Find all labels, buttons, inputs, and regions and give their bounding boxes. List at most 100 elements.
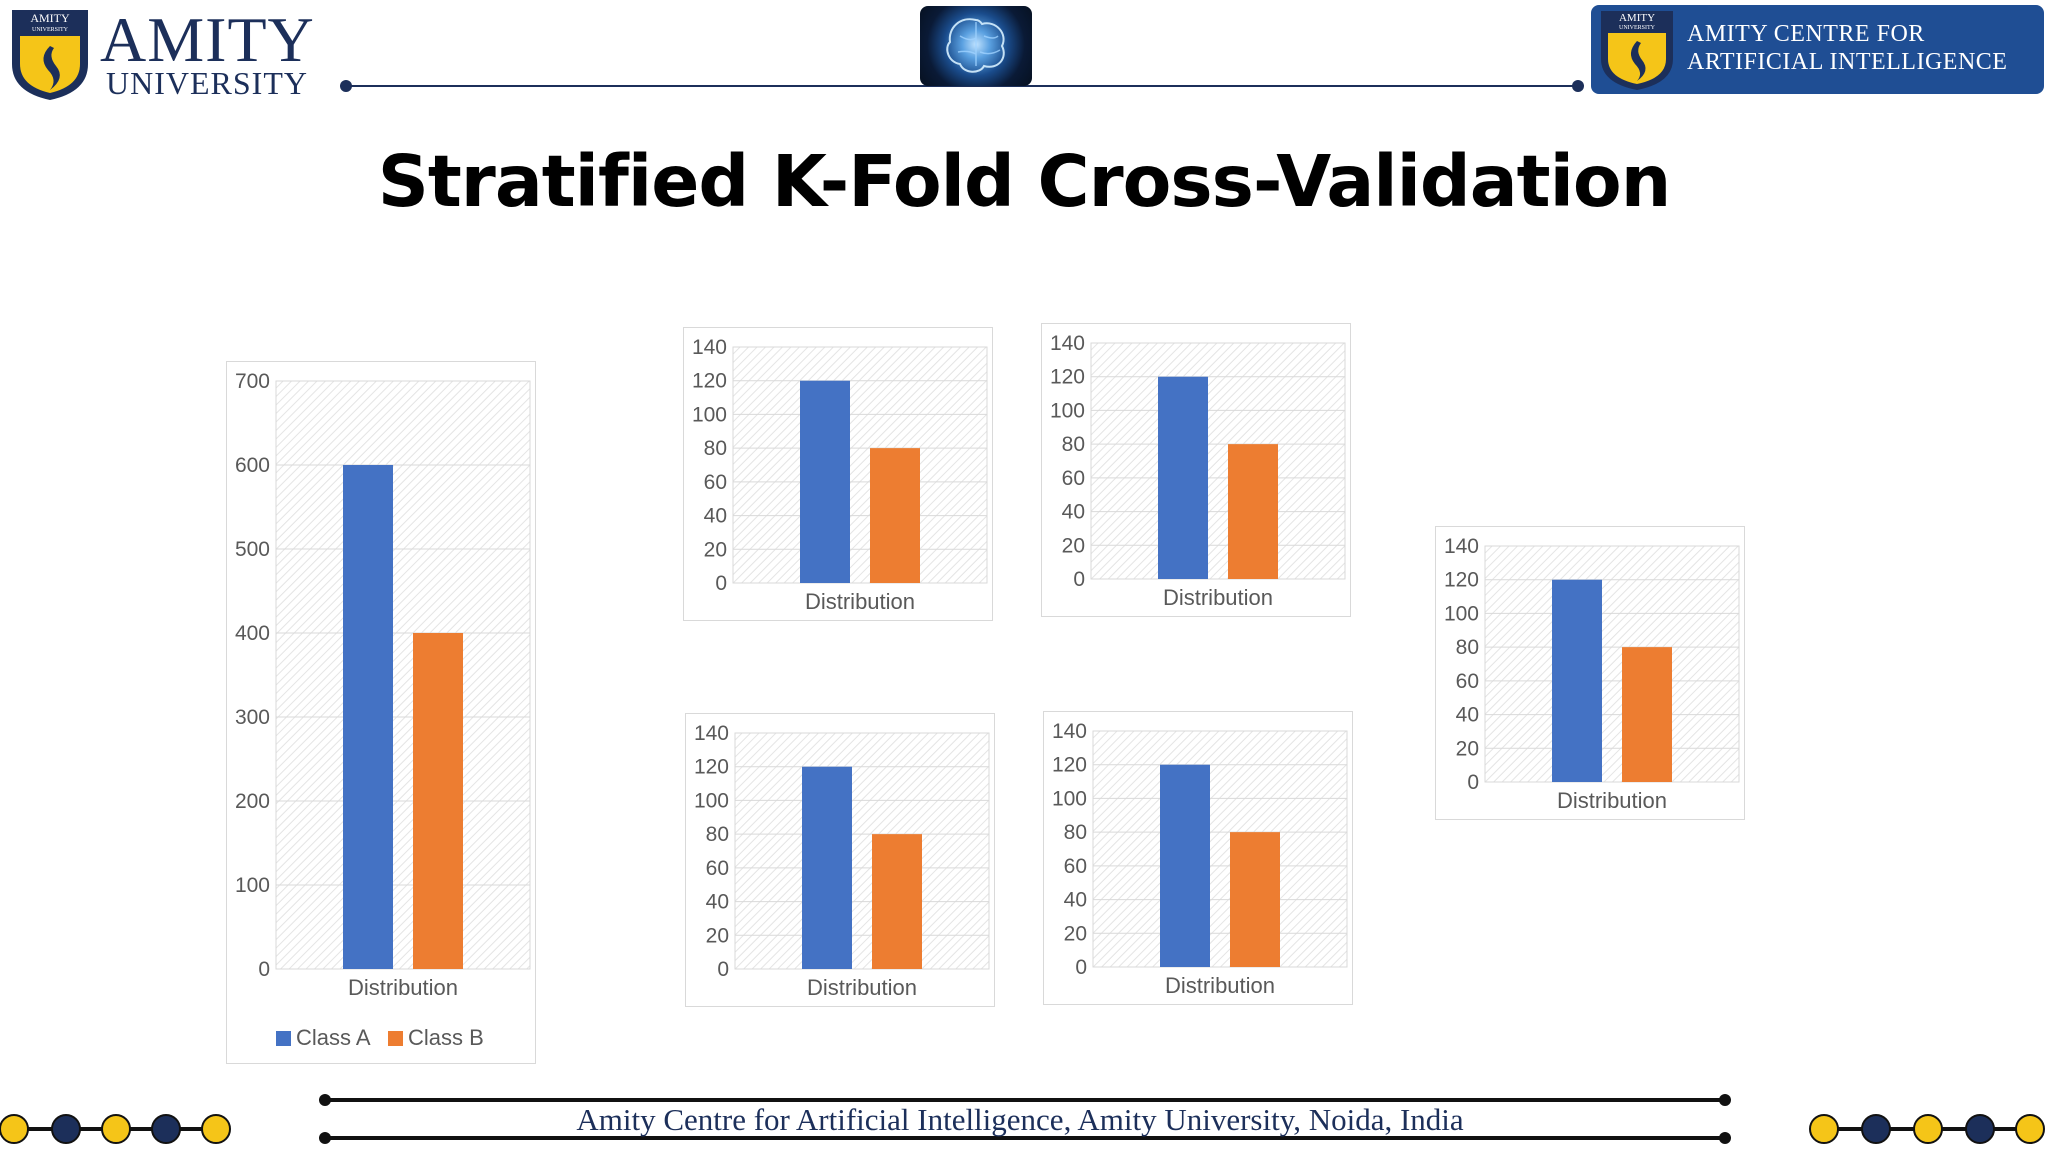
y-tick-label: 20 — [704, 538, 727, 561]
header-rule-dot-right — [1572, 80, 1584, 92]
y-tick-label: 60 — [706, 857, 729, 880]
bar-class-a — [800, 380, 850, 583]
y-tick-label: 80 — [1456, 636, 1479, 659]
amity-centre-ai-logo: AMITY UNIVERSITY AMITY CENTRE FOR ARTIFI… — [1591, 5, 2044, 94]
y-tick-label: 100 — [694, 789, 729, 812]
y-tick-label: 700 — [235, 370, 270, 393]
bar-class-b — [413, 633, 463, 969]
y-tick-label: 100 — [692, 403, 727, 426]
x-category-label: Distribution — [348, 975, 458, 1000]
bar-class-b — [1230, 832, 1280, 967]
bar-class-b — [872, 834, 922, 969]
y-tick-label: 20 — [1064, 922, 1087, 945]
y-tick-label: 100 — [1050, 399, 1085, 422]
y-tick-label: 100 — [1444, 602, 1479, 625]
y-tick-label: 80 — [1064, 821, 1087, 844]
y-tick-label: 100 — [235, 874, 270, 897]
svg-text:AMITY: AMITY — [30, 11, 70, 25]
y-tick-label: 0 — [258, 958, 270, 981]
plot-area — [732, 346, 988, 584]
y-tick-label: 120 — [1050, 366, 1085, 389]
y-tick-label: 40 — [1062, 501, 1085, 524]
y-tick-label: 60 — [1064, 855, 1087, 878]
bar-class-b — [870, 448, 920, 583]
svg-text:UNIVERSITY: UNIVERSITY — [32, 27, 69, 33]
footer-rule-bottom — [325, 1136, 1725, 1140]
brain-icon — [946, 18, 1005, 73]
y-tick-label: 140 — [1052, 720, 1087, 743]
y-tick-label: 80 — [1062, 433, 1085, 456]
y-tick-label: 60 — [704, 471, 727, 494]
y-tick-label: 40 — [706, 891, 729, 914]
centre-shield-icon: AMITY UNIVERSITY — [1601, 11, 1673, 90]
bar-class-b — [1228, 444, 1278, 579]
y-tick-label: 140 — [694, 722, 729, 745]
legend-swatch — [388, 1031, 403, 1046]
header-rule — [345, 85, 1580, 87]
fold-1-chart: 0 20 40 60 80 100 120 140 Distribution — [683, 327, 993, 621]
fold-5-chart: 0 20 40 60 80 100 120 140 Distribution — [1435, 526, 1745, 820]
plot-area — [1484, 545, 1740, 783]
y-tick-label: 600 — [235, 454, 270, 477]
y-tick-label: 0 — [715, 572, 727, 595]
y-tick-label: 60 — [1062, 467, 1085, 490]
plot-area — [734, 732, 990, 970]
bar-class-a — [1158, 376, 1208, 579]
legend-label: Class B — [408, 1025, 484, 1050]
y-tick-label: 140 — [1444, 535, 1479, 558]
plot-area — [275, 380, 531, 970]
footer-caption: Amity Centre for Artificial Intelligence… — [576, 1102, 1464, 1137]
y-tick-label: 140 — [692, 336, 727, 359]
footer-dot — [319, 1132, 331, 1144]
y-tick-label: 40 — [704, 505, 727, 528]
full-dataset-chart: 0 100 200 300 400 500 600 700 Distribution Class … — [226, 361, 536, 1064]
slide-title: Stratified K-Fold Cross-Validation — [377, 140, 1672, 223]
bar-class-a — [343, 465, 393, 969]
y-tick-label: 0 — [1073, 568, 1085, 591]
legend-swatch — [276, 1031, 291, 1046]
footer-dot — [1719, 1132, 1731, 1144]
amity-shield-icon: AMITY UNIVERSITY — [12, 10, 88, 100]
ai-brain-image — [920, 6, 1032, 86]
y-tick-label: 40 — [1456, 704, 1479, 727]
fold-3-chart: 0 20 40 60 80 100 120 140 Distribution — [685, 713, 995, 1007]
fold-4-chart: 0 20 40 60 80 100 120 140 Distribution — [1043, 711, 1353, 1005]
y-tick-label: 40 — [1064, 889, 1087, 912]
plot-area — [1090, 342, 1346, 580]
x-category-label: Distribution — [805, 589, 915, 614]
legend-label: Class A — [296, 1025, 371, 1050]
y-tick-label: 120 — [1052, 754, 1087, 777]
footer-dot — [319, 1094, 331, 1106]
y-tick-label: 400 — [235, 622, 270, 645]
y-tick-label: 20 — [1456, 737, 1479, 760]
y-tick-label: 500 — [235, 538, 270, 561]
x-category-label: Distribution — [1557, 788, 1667, 813]
y-tick-label: 0 — [1075, 956, 1087, 979]
bar-class-a — [802, 766, 852, 969]
amity-university-logo: AMITY UNIVERSITY AMITY UNIVERSITY — [8, 6, 314, 102]
y-tick-label: 140 — [1050, 332, 1085, 355]
x-category-label: Distribution — [807, 975, 917, 1000]
y-tick-label: 120 — [1444, 569, 1479, 592]
footer-rule-top — [325, 1098, 1725, 1102]
x-category-label: Distribution — [1165, 973, 1275, 998]
y-tick-label: 100 — [1052, 787, 1087, 810]
y-tick-label: 200 — [235, 790, 270, 813]
centre-logo-line-2: ARTIFICIAL INTELLIGENCE — [1687, 49, 2008, 75]
university-subtitle: UNIVERSITY — [106, 65, 308, 101]
svg-text:AMITY: AMITY — [1619, 12, 1655, 24]
bar-class-a — [1552, 579, 1602, 782]
footer-dot — [1719, 1094, 1731, 1106]
y-tick-label: 120 — [694, 756, 729, 779]
y-tick-label: 0 — [1467, 771, 1479, 794]
y-tick-label: 80 — [706, 823, 729, 846]
y-tick-label: 20 — [706, 924, 729, 947]
fold-2-chart: 0 20 40 60 80 100 120 140 Distribution — [1041, 323, 1351, 617]
y-tick-label: 20 — [1062, 534, 1085, 557]
y-tick-label: 120 — [692, 370, 727, 393]
y-tick-label: 60 — [1456, 670, 1479, 693]
header-rule-dot-left — [340, 80, 352, 92]
plot-area — [1092, 730, 1348, 968]
y-tick-label: 300 — [235, 706, 270, 729]
centre-logo-line-1: AMITY CENTRE FOR — [1687, 21, 1925, 47]
